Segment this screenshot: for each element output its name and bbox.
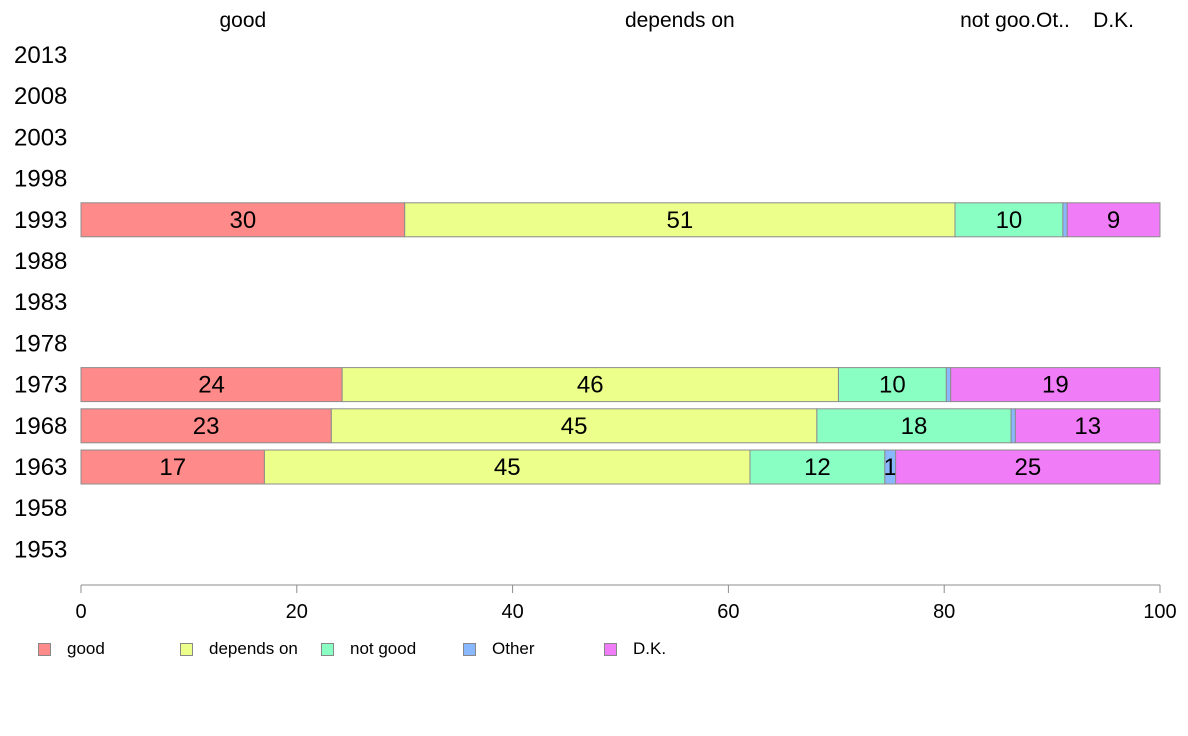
data-label: 46 <box>577 372 604 399</box>
legend-swatch-other <box>463 642 476 656</box>
bar-segment <box>330 408 818 444</box>
y-tick-label: 1983 <box>14 289 67 316</box>
data-label: 23 <box>193 413 220 440</box>
y-tick-label: 2008 <box>14 83 67 110</box>
y-tick-label: 1988 <box>14 248 67 275</box>
y-tick-label: 1953 <box>14 536 67 563</box>
bar-segment <box>945 367 952 403</box>
legend-item-dk: D.K. <box>604 638 666 660</box>
bar-segment <box>341 367 839 403</box>
data-label: 13 <box>1074 413 1101 440</box>
x-tick-label: 80 <box>933 601 955 623</box>
data-label: 12 <box>804 454 831 481</box>
top-segment-label: not goo.Ot.. <box>960 9 1070 32</box>
data-label: 25 <box>1014 454 1041 481</box>
legend: good depends on not good Other D.K. <box>38 638 738 662</box>
data-label: 18 <box>901 413 928 440</box>
bar-segment <box>80 202 406 238</box>
bar-segment <box>263 449 751 485</box>
legend-swatch-dk <box>604 642 617 656</box>
legend-item-depends-on: depends on <box>180 638 298 660</box>
bar-segment <box>1010 408 1016 444</box>
data-label: 1 <box>884 454 897 481</box>
legend-label-good: good <box>67 639 105 658</box>
y-tick-label: 1973 <box>14 372 67 399</box>
data-label: 45 <box>494 454 521 481</box>
bar-segment <box>950 367 1161 403</box>
bar-segment <box>895 449 1161 485</box>
bar-segment <box>80 449 265 485</box>
bar-segment <box>80 408 332 444</box>
bar-segment <box>837 367 947 403</box>
data-label: 30 <box>229 207 256 234</box>
legend-swatch-good <box>38 642 51 656</box>
legend-item-not-good: not good <box>321 638 416 660</box>
legend-swatch-depends-on <box>180 642 193 656</box>
x-tick-label: 0 <box>75 601 86 623</box>
stacked-bar-chart: 2013200820031998199319881983197819731968… <box>14 9 1177 623</box>
data-label: 17 <box>159 454 186 481</box>
data-label: 51 <box>666 207 693 234</box>
y-tick-label: 1963 <box>14 454 67 481</box>
bar-segment <box>80 367 343 403</box>
x-tick-label: 40 <box>501 601 523 623</box>
legend-item-good: good <box>38 638 105 660</box>
legend-label-other: Other <box>492 639 535 658</box>
bar-segment <box>1014 408 1161 444</box>
bar-segment <box>954 202 1064 238</box>
data-label: 19 <box>1042 372 1069 399</box>
y-tick-label: 1993 <box>14 207 67 234</box>
x-tick-label: 20 <box>286 601 308 623</box>
legend-item-other: Other <box>463 638 535 660</box>
legend-label-not-good: not good <box>350 639 417 658</box>
y-tick-label: 2013 <box>14 42 67 69</box>
legend-label-depends-on: depends on <box>209 639 298 658</box>
data-label: 9 <box>1107 207 1120 234</box>
legend-label-dk: D.K. <box>633 639 667 658</box>
y-tick-label: 1998 <box>14 166 67 193</box>
bar-segment <box>1066 202 1161 238</box>
top-segment-label: depends on <box>625 9 735 32</box>
y-tick-label: 1958 <box>14 495 67 522</box>
x-tick-label: 100 <box>1143 601 1176 623</box>
legend-swatch-not-good <box>321 642 334 656</box>
x-tick-label: 60 <box>717 601 739 623</box>
data-label: 24 <box>198 372 225 399</box>
bar-segment <box>404 202 956 238</box>
bar-segment <box>1062 202 1068 238</box>
y-tick-label: 2003 <box>14 124 67 151</box>
y-tick-label: 1978 <box>14 330 67 357</box>
top-segment-label: D.K. <box>1093 9 1134 32</box>
data-label: 10 <box>879 372 906 399</box>
data-label: 10 <box>996 207 1023 234</box>
y-tick-label: 1968 <box>14 413 67 440</box>
top-segment-label: good <box>219 9 266 32</box>
data-label: 45 <box>561 413 588 440</box>
